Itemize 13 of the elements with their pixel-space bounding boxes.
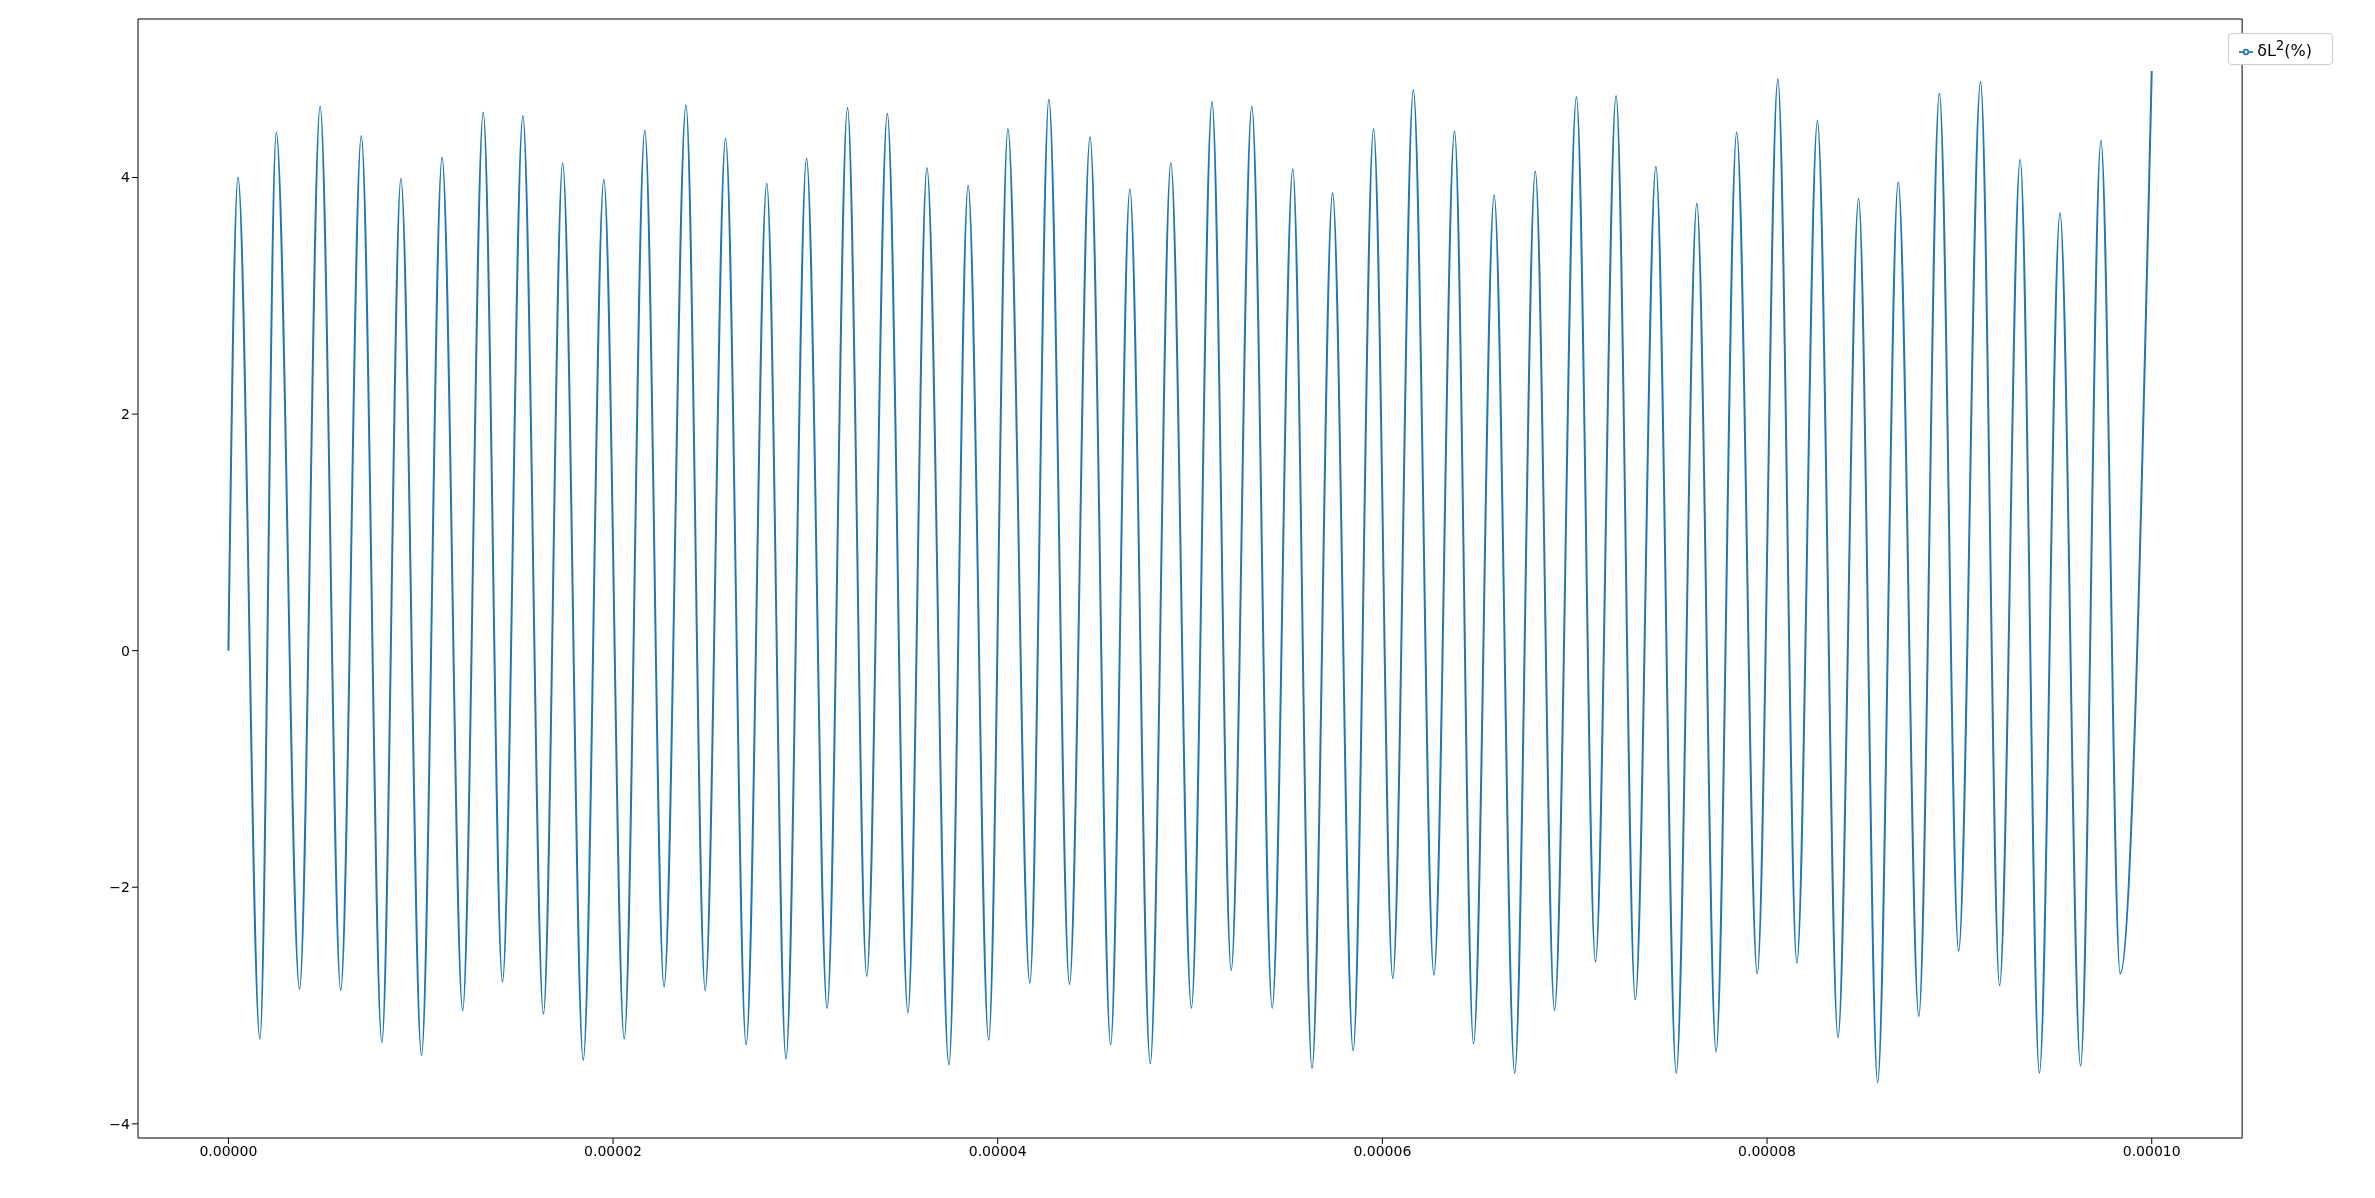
- x-tick-label: 0.00006: [1353, 1142, 1412, 1159]
- legend-label: δL$^{2}$(%): [2257, 38, 2312, 61]
- x-tick-label: 0.00010: [2122, 1142, 2181, 1159]
- y-tick-label: −4: [109, 1115, 131, 1132]
- y-tick-label: 4: [121, 169, 131, 186]
- x-tick-label: 0.00002: [584, 1142, 643, 1159]
- y-tick-label: −2: [109, 879, 130, 896]
- y-tick-label: 0: [121, 642, 130, 659]
- x-tick-label: 0.00004: [968, 1142, 1027, 1159]
- x-tick-label: 0.00000: [199, 1142, 258, 1159]
- y-tick-label: 2: [121, 406, 130, 423]
- x-tick-label: 0.00008: [1738, 1142, 1797, 1159]
- line-series: [227, 70, 2153, 1084]
